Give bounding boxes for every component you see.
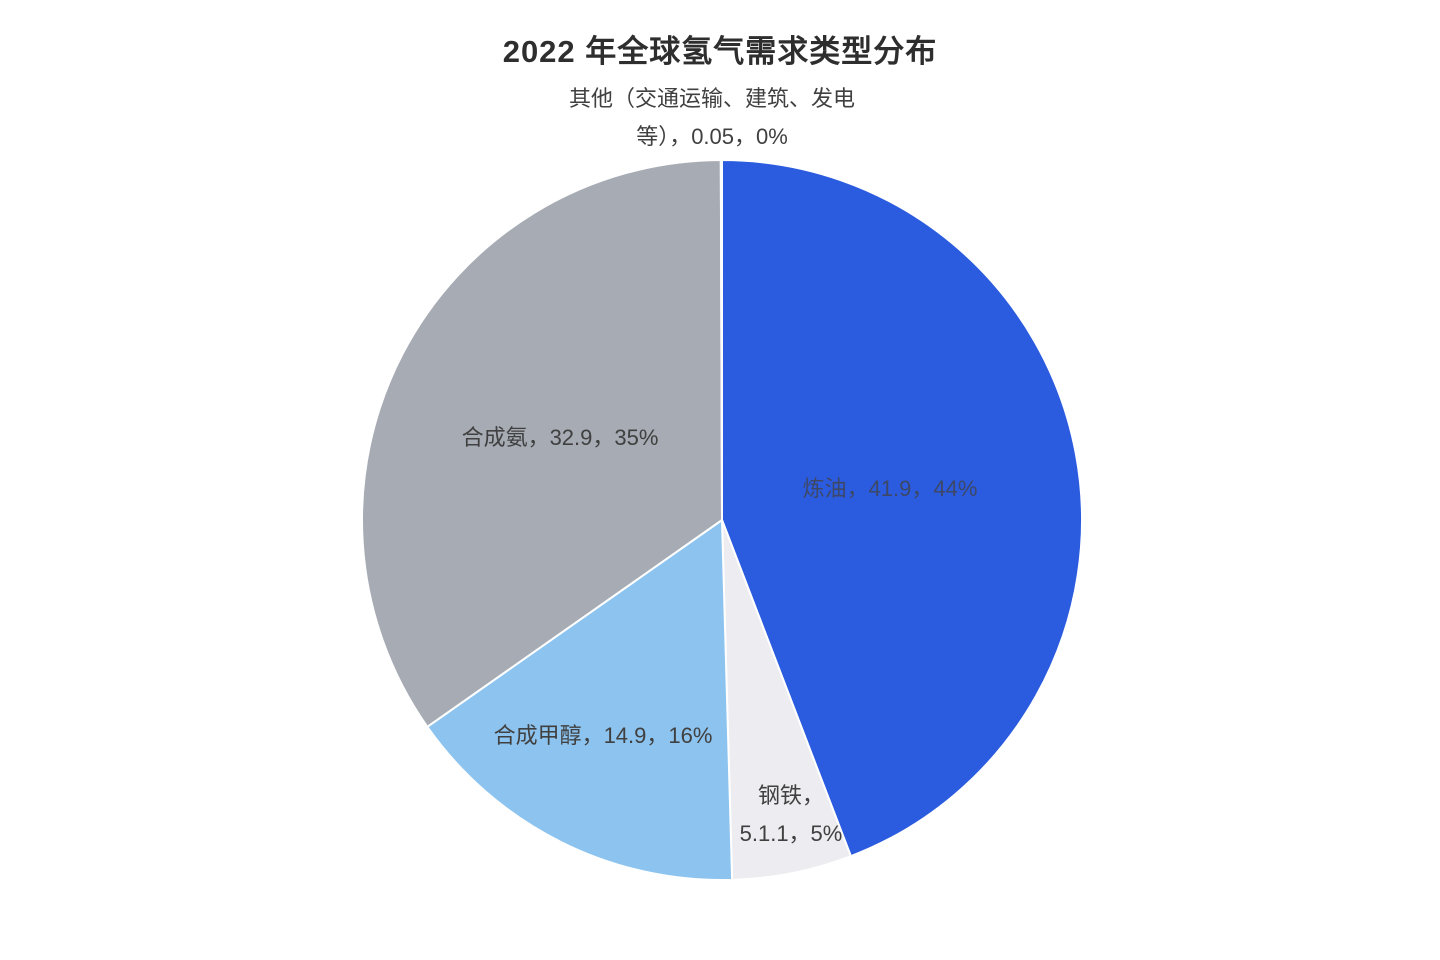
pie-slice	[721, 159, 1083, 858]
pie-slice-label: 合成氨，32.9，35%	[462, 425, 659, 450]
pie-slice	[426, 519, 734, 881]
pie-slice-label: 合成甲醇，14.9，16%	[494, 723, 713, 748]
pie-slice	[360, 159, 723, 728]
pie-slice-label: 其他（交通运输、建筑、发电等），0.05，0%	[569, 86, 855, 149]
chart-title: 2022 年全球氢气需求类型分布	[502, 34, 938, 69]
pie-slice-label: 炼油，41.9，44%	[803, 476, 978, 501]
pie-slice	[719, 158, 723, 521]
pie-slice-label: 钢铁， 5.1.1，5%	[740, 783, 843, 846]
